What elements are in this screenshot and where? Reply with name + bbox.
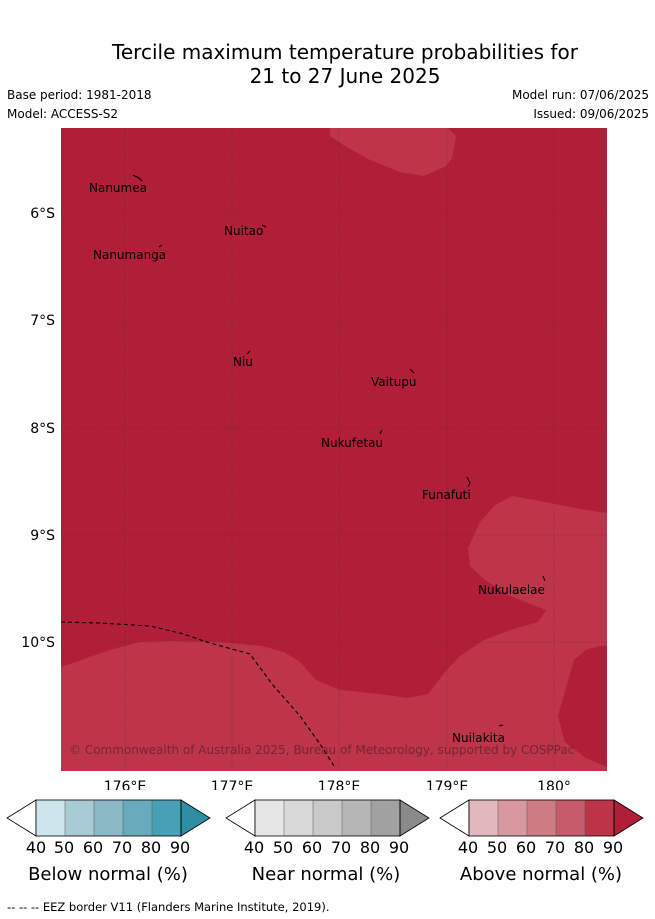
colorbar-segment bbox=[152, 800, 181, 836]
colorbar-segment bbox=[255, 800, 284, 836]
tick-label: 50 bbox=[54, 838, 74, 857]
island-label-nuilakita[interactable]: Nuilakita bbox=[452, 731, 505, 745]
island-label-niu[interactable]: Niu bbox=[233, 355, 253, 369]
tick-label: 60 bbox=[516, 838, 536, 857]
colorbar-below: 40 50 60 70 80 90 Below normal (%) bbox=[6, 799, 211, 885]
lat-label: 7°S bbox=[30, 313, 55, 329]
colorbar-segment bbox=[94, 800, 123, 836]
colorbar-segment bbox=[36, 800, 65, 836]
title-line-2: 21 to 27 June 2025 bbox=[249, 64, 441, 88]
eez-border bbox=[61, 621, 335, 767]
colorbar-segment bbox=[556, 800, 585, 836]
tick-label: 60 bbox=[83, 838, 103, 857]
tick-label: 60 bbox=[302, 838, 322, 857]
tick-label: 80 bbox=[360, 838, 380, 857]
lon-label: 176°E bbox=[104, 779, 147, 790]
island-label-funafuti[interactable]: Funafuti bbox=[422, 488, 471, 502]
colorbar-segment bbox=[284, 800, 313, 836]
region-bottom-right-darker bbox=[558, 646, 607, 767]
region-top-lighter bbox=[330, 128, 456, 176]
lon-label: 180° bbox=[537, 779, 571, 790]
tick-label: 80 bbox=[141, 838, 161, 857]
tick-label: 80 bbox=[574, 838, 594, 857]
lat-label: 6°S bbox=[30, 206, 55, 222]
island-labels: Nanumea Nuitao Nanumanga Niu Vaitupu Nuk… bbox=[89, 181, 545, 745]
lat-label: 10°S bbox=[21, 635, 55, 651]
tick-label: 70 bbox=[545, 838, 565, 857]
colorbar-label-near: Near normal (%) bbox=[252, 864, 401, 885]
title-line-1: Tercile maximum temperature probabilitie… bbox=[112, 40, 578, 64]
graticule bbox=[61, 128, 607, 771]
lat-axis-labels: 6°S 7°S 8°S 9°S 10°S bbox=[21, 206, 55, 651]
island-shapes bbox=[132, 174, 546, 727]
colorbar-extend-low bbox=[6, 799, 37, 837]
colorbar-extend-high bbox=[180, 799, 211, 837]
colorbar-segment bbox=[342, 800, 371, 836]
copyright-notice: © Commonwealth of Australia 2025, Bureau… bbox=[69, 743, 574, 757]
lon-label: 179°E bbox=[426, 779, 469, 790]
region-right-lighter bbox=[61, 496, 607, 771]
tick-label: 50 bbox=[273, 838, 293, 857]
colorbar-near: 40 50 60 70 80 90 Near normal (%) bbox=[225, 799, 430, 885]
tick-label: 40 bbox=[26, 838, 46, 857]
colorbar-segment bbox=[469, 800, 498, 836]
colorbar-extend-high bbox=[399, 799, 430, 837]
tick-label: 50 bbox=[487, 838, 507, 857]
tick-label: 70 bbox=[112, 838, 132, 857]
map-panel[interactable]: Nanumea Nuitao Nanumanga Niu Vaitupu Nuk… bbox=[0, 0, 655, 790]
island-label-nanumanga[interactable]: Nanumanga bbox=[93, 248, 166, 262]
model-run: Model run: 07/06/2025 bbox=[511, 88, 649, 102]
colorbar-label-above: Above normal (%) bbox=[460, 864, 622, 885]
lat-label: 9°S bbox=[30, 528, 55, 544]
base-period: Base period: 1981-2018 bbox=[7, 88, 152, 102]
colorbar-outline bbox=[468, 799, 615, 837]
colorbar-extend-low bbox=[439, 799, 470, 837]
chart-title: Tercile maximum temperature probabilitie… bbox=[0, 40, 655, 88]
colorbar-above: 40 50 60 70 80 90 Above normal (%) bbox=[439, 799, 644, 885]
colorbar-segment bbox=[498, 800, 527, 836]
colorbar-label-below: Below normal (%) bbox=[28, 864, 188, 885]
eez-footer-note: -- -- -- EEZ border V11 (Flanders Marine… bbox=[7, 900, 330, 914]
lat-label: 8°S bbox=[30, 421, 55, 437]
colorbar-outline bbox=[254, 799, 401, 837]
colorbar-extend-low bbox=[225, 799, 256, 837]
colorbar-segment bbox=[527, 800, 556, 836]
colorbar-segment bbox=[123, 800, 152, 836]
island-label-nukufetau[interactable]: Nukufetau bbox=[321, 436, 383, 450]
island-label-nukulaelae[interactable]: Nukulaelae bbox=[478, 583, 545, 597]
colorbar-segment bbox=[585, 800, 614, 836]
tick-label: 90 bbox=[389, 838, 409, 857]
colorbar-segment bbox=[313, 800, 342, 836]
tick-label: 40 bbox=[458, 838, 478, 857]
tick-label: 90 bbox=[603, 838, 623, 857]
tick-label: 90 bbox=[170, 838, 190, 857]
colorbar-outline bbox=[35, 799, 182, 837]
colorbar-segment bbox=[371, 800, 400, 836]
lon-label: 177°E bbox=[211, 779, 254, 790]
model-name: Model: ACCESS-S2 bbox=[7, 107, 119, 121]
island-label-nanumea[interactable]: Nanumea bbox=[89, 181, 147, 195]
issued-date: Issued: 09/06/2025 bbox=[533, 107, 649, 121]
colorbar-legend: 40 50 60 70 80 90 Below normal (%) 40 50… bbox=[6, 799, 644, 885]
tick-label: 40 bbox=[244, 838, 264, 857]
colorbar-extend-high bbox=[613, 799, 644, 837]
lon-axis-labels: 176°E 177°E 178°E 179°E 180° bbox=[104, 779, 571, 790]
lon-label: 178°E bbox=[318, 779, 361, 790]
island-label-vaitupu[interactable]: Vaitupu bbox=[371, 375, 417, 389]
tick-label: 70 bbox=[331, 838, 351, 857]
island-label-nuitao[interactable]: Nuitao bbox=[224, 224, 263, 238]
colorbar-segment bbox=[65, 800, 94, 836]
